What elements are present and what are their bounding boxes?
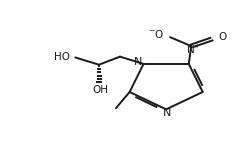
Text: HO: HO bbox=[55, 52, 70, 62]
Text: $^{-}$O: $^{-}$O bbox=[149, 28, 165, 40]
Text: N: N bbox=[134, 57, 142, 67]
Text: O: O bbox=[218, 32, 227, 42]
Text: OH: OH bbox=[92, 85, 108, 95]
Text: N: N bbox=[163, 108, 172, 118]
Text: N$^{+}$: N$^{+}$ bbox=[186, 42, 201, 56]
